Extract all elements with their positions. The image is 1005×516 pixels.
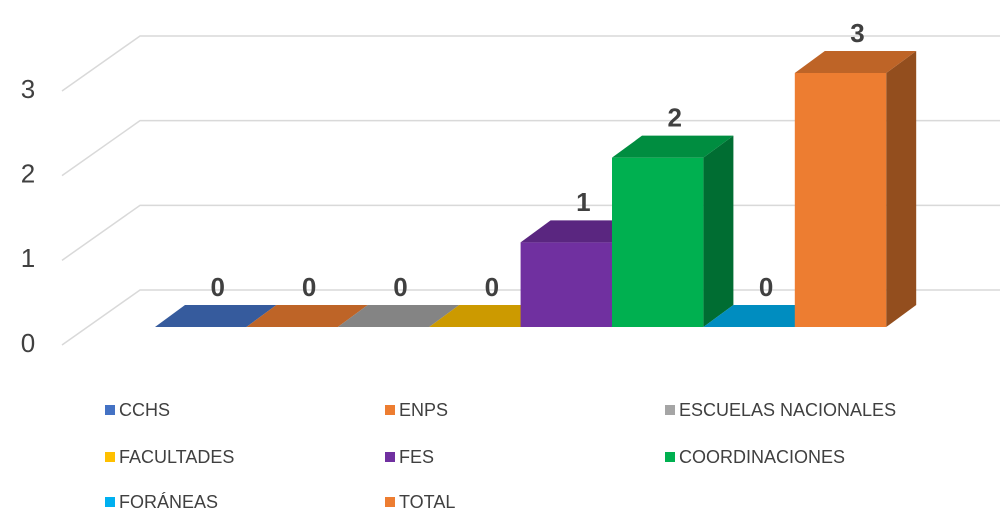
y-tick-label: 0 bbox=[21, 328, 35, 358]
legend-label: ESCUELAS NACIONALES bbox=[679, 400, 896, 420]
bar-top bbox=[246, 305, 368, 327]
legend-swatch bbox=[105, 497, 115, 507]
bar-front bbox=[612, 157, 704, 327]
bar-top bbox=[612, 135, 734, 158]
legend-label: COORDINACIONES bbox=[679, 447, 845, 467]
legend-swatch bbox=[665, 452, 675, 462]
y-tick-label: 2 bbox=[21, 159, 35, 189]
data-label: 2 bbox=[667, 103, 681, 133]
bar-top bbox=[155, 305, 277, 327]
data-label: 0 bbox=[210, 272, 224, 302]
bar-side bbox=[703, 135, 734, 327]
y-tick-label: 1 bbox=[21, 243, 35, 273]
legend-swatch bbox=[105, 405, 115, 415]
bar bbox=[612, 135, 734, 327]
legend-label: FACULTADES bbox=[119, 447, 234, 467]
data-label: 0 bbox=[302, 272, 316, 302]
data-label: 3 bbox=[850, 18, 864, 48]
legend-swatch bbox=[385, 405, 395, 415]
data-label: 1 bbox=[576, 187, 590, 217]
bar-top bbox=[794, 51, 917, 73]
legend-label: TOTAL bbox=[399, 492, 455, 512]
bar-top bbox=[337, 305, 460, 327]
y-tick-label: 3 bbox=[21, 74, 35, 104]
grid-line bbox=[61, 119, 1000, 177]
data-label: 0 bbox=[393, 272, 407, 302]
bar bbox=[155, 305, 277, 327]
bar-top bbox=[429, 305, 551, 327]
legend-label: FES bbox=[399, 447, 434, 467]
legend-swatch bbox=[665, 405, 675, 415]
bar-top bbox=[703, 305, 825, 327]
legend-swatch bbox=[385, 452, 395, 462]
bar bbox=[246, 305, 368, 327]
bar-front bbox=[520, 242, 612, 327]
data-label: 0 bbox=[485, 272, 499, 302]
legend-swatch bbox=[105, 452, 115, 462]
bar-front bbox=[794, 73, 887, 327]
legend-label: FORÁNEAS bbox=[119, 492, 218, 512]
bar bbox=[429, 305, 551, 327]
data-label: 0 bbox=[759, 272, 773, 302]
bar bbox=[703, 305, 825, 327]
bar-top bbox=[520, 220, 642, 243]
legend-label: ENPS bbox=[399, 400, 448, 420]
bar bbox=[337, 305, 460, 327]
legend-label: CCHS bbox=[119, 400, 170, 420]
bar bbox=[794, 51, 917, 327]
legend-swatch bbox=[385, 497, 395, 507]
grid-line bbox=[61, 35, 1000, 92]
bar-side bbox=[886, 51, 917, 327]
